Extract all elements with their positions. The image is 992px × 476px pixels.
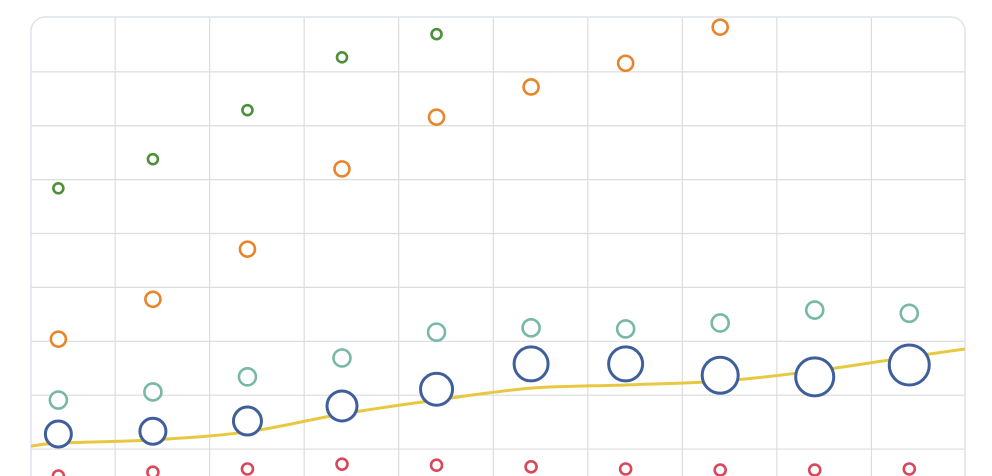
point <box>335 51 349 64</box>
plot-area <box>31 18 965 476</box>
point <box>616 54 635 73</box>
point <box>711 18 729 36</box>
point <box>430 27 443 41</box>
bubble <box>325 389 359 423</box>
point <box>524 460 538 474</box>
point <box>427 108 446 126</box>
point <box>48 390 69 410</box>
point <box>521 318 541 338</box>
point <box>146 465 160 476</box>
point <box>618 462 633 476</box>
point <box>713 463 727 476</box>
bubble <box>512 345 550 383</box>
point <box>429 458 444 473</box>
point <box>52 181 65 195</box>
point <box>143 382 163 402</box>
point <box>522 78 540 96</box>
point <box>902 462 917 476</box>
point <box>240 462 255 476</box>
point <box>51 469 66 476</box>
point <box>804 300 825 320</box>
bubble <box>231 405 263 437</box>
point <box>426 322 447 342</box>
bubble <box>887 343 931 387</box>
point <box>49 330 68 348</box>
bubble <box>138 416 168 446</box>
point <box>241 103 254 117</box>
point <box>146 152 160 166</box>
bubble <box>700 355 740 395</box>
point <box>807 463 822 476</box>
point <box>335 457 349 471</box>
point <box>237 367 258 387</box>
bubble <box>419 371 455 407</box>
point <box>615 319 636 339</box>
bubble <box>794 356 836 398</box>
bubble <box>43 419 73 449</box>
bubble <box>607 345 645 383</box>
card <box>30 16 966 476</box>
point <box>333 160 351 178</box>
point <box>899 303 920 324</box>
point <box>238 240 257 258</box>
point <box>710 313 730 333</box>
point <box>144 290 162 309</box>
point <box>332 348 352 368</box>
